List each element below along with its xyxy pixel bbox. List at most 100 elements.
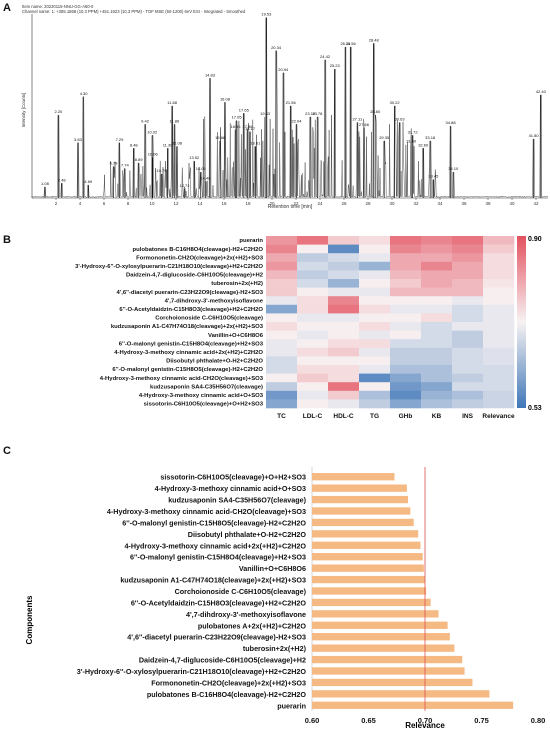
heatmap-cell xyxy=(421,270,453,280)
heatmap-cell xyxy=(328,373,360,383)
chromatogram-x-tick-label: 24 xyxy=(317,201,323,206)
heatmap-scale-min: 0.53 xyxy=(528,405,542,412)
chromatogram-x-tick-label: 20 xyxy=(269,201,275,206)
bar-category-label: 4-Hydroxy-3-methoxy cinnamic acid-CH2O(c… xyxy=(107,507,306,516)
relevance-bar xyxy=(312,553,423,561)
chromatogram-peak-label: 26.56 xyxy=(346,41,357,46)
heatmap-row-label: 4',6''-diacetyl puerarin-C23H22O9(cleava… xyxy=(117,290,264,296)
chromatogram-peak-label: 3.83 xyxy=(74,137,83,142)
bar-category-label: Daidzein-4,7-diglucoside-C6H10O5(cleavag… xyxy=(139,656,306,665)
heatmap-cell xyxy=(390,365,422,374)
chromatogram-peak-label: 16.96 xyxy=(231,124,242,129)
heatmap-row-label: sissotorin-C6H10O5(cleavage)+O+H2+SO3 xyxy=(144,402,264,408)
chromatogram-peak-label: 18.17 xyxy=(245,126,256,131)
heatmap-cell xyxy=(359,261,391,271)
heatmap-cell xyxy=(328,261,360,271)
chromatogram-peak-label: 14.83 xyxy=(205,72,216,77)
chromatogram-x-tick-label: 22 xyxy=(293,201,299,206)
bar-category-label: kudzusaponin SA4-C35H56O7(cleavage) xyxy=(168,496,306,505)
heatmap-cell xyxy=(266,287,298,297)
heatmap-cell xyxy=(297,253,329,263)
chromatogram-peak-label: 32.60 xyxy=(418,142,429,147)
heatmap-cell xyxy=(483,390,515,400)
heatmap-cell xyxy=(390,244,422,254)
heatmap-cell xyxy=(483,373,515,383)
heatmap-cell xyxy=(359,330,391,340)
bar-x-tick-label: 0.70 xyxy=(418,716,433,725)
heatmap-cell xyxy=(421,382,453,392)
chromatogram-peak-label: 34.88 xyxy=(446,120,457,125)
heatmap-cell xyxy=(328,304,360,314)
heatmap-cell xyxy=(483,382,515,392)
chromatogram-peak-label: 19.43 xyxy=(260,111,271,116)
bar-category-label: pulobatones A+2x(+H2)+C2H2O xyxy=(198,621,307,630)
heatmap-cell xyxy=(452,339,484,349)
heatmap-cell xyxy=(390,304,422,314)
heatmap-column-label: KB xyxy=(432,413,442,420)
heatmap-cell xyxy=(266,347,298,357)
heatmap-cell xyxy=(452,270,484,280)
bar-category-label: 4-Hydroxy-3-methoxy cinnamic acid+O+SO3 xyxy=(155,484,306,493)
heatmap-cell xyxy=(359,253,391,263)
heatmap-row-label: 4-Hydroxy-3-methoxy cinnamic acid+2x(+H2… xyxy=(114,350,263,356)
chromatogram-peak-label: 18.61 xyxy=(250,140,261,145)
heatmap-cell xyxy=(266,236,298,245)
chromatogram-peak-label: 11.30 xyxy=(163,142,173,147)
heatmap-cell xyxy=(421,373,453,383)
bar-x-tick-label: 0.75 xyxy=(474,716,489,725)
heatmap-cell xyxy=(266,244,298,254)
chromatogram-peak-label: 14.46 xyxy=(201,175,212,180)
bar-x-tick-label: 0.60 xyxy=(305,716,320,725)
heatmap-cell xyxy=(328,330,360,340)
chromatogram-header-line1: Item name: 20220115-NNU-GG-A50-0 xyxy=(22,4,94,9)
heatmap-cell xyxy=(421,304,453,314)
chromatogram-peak-label: 10.02 xyxy=(147,129,158,134)
chromatogram-peak-label: 10.06 xyxy=(148,152,159,157)
heatmap-cell xyxy=(266,253,298,263)
heatmap-cell xyxy=(266,390,298,400)
relevance-bar xyxy=(312,541,421,549)
chromatogram-x-tick-label: 38 xyxy=(485,201,491,206)
relevance-bar xyxy=(312,564,424,572)
heatmap-row-label: 6''-O-malonyl genistin-C15H8O5(cleavage)… xyxy=(112,367,263,373)
heatmap-cell xyxy=(297,296,329,306)
heatmap-cell xyxy=(390,390,422,400)
heatmap-row-label: Daidzein-4,7-diglucoside-C6H10O5(cleavag… xyxy=(126,273,264,279)
chromatogram-trace xyxy=(31,17,549,198)
heatmap-cell xyxy=(452,322,484,331)
heatmap-row-label: kudzusaponin A1-C47H74O18(cleavage)+2x(+… xyxy=(111,324,264,330)
chromatogram-peak-label: 22.04 xyxy=(291,118,302,123)
heatmap-cell xyxy=(390,236,422,245)
chromatogram-peak-label: 23.18 xyxy=(305,111,316,116)
heatmap-cell xyxy=(452,287,484,297)
heatmap-cell xyxy=(452,236,484,245)
heatmap-cell xyxy=(483,236,515,245)
chromatogram-peak-label: 8.89 xyxy=(135,157,144,162)
heatmap-cell xyxy=(483,330,515,340)
heatmap-column-label: INS xyxy=(462,413,474,420)
heatmap-cell xyxy=(452,304,484,314)
heatmap-cell xyxy=(297,356,329,366)
heatmap-cell xyxy=(266,270,298,280)
bar-category-label: sissotorin-C6H10O5(cleavage)+O+H2+SO3 xyxy=(160,473,306,482)
chromatogram-x-tick-label: 34 xyxy=(437,201,443,206)
heatmap-cell xyxy=(452,253,484,263)
heatmap-cell xyxy=(359,279,391,288)
heatmap-cell xyxy=(359,236,391,245)
heatmap-cell xyxy=(328,339,360,349)
bar-category-label: Formononetin-CH2O(cleavage)+2x(+H2)+SO3 xyxy=(151,678,306,687)
heatmap-cell xyxy=(421,356,453,366)
heatmap-cell xyxy=(452,261,484,271)
heatmap-cell xyxy=(483,244,515,254)
heatmap-cell xyxy=(421,399,453,409)
heatmap-cell xyxy=(297,270,329,280)
chromatogram-header-line2: Channel name: 1: +385.1868 (10.3 PPM) +4… xyxy=(22,9,246,14)
heatmap-cell xyxy=(390,347,422,357)
heatmap-cell xyxy=(328,399,360,409)
heatmap-cell xyxy=(297,244,329,254)
heatmap-cell xyxy=(359,339,391,349)
chromatogram-peak-label: 16.08 xyxy=(220,96,231,101)
chromatogram-peak-label: 30.63 xyxy=(395,117,406,122)
heatmap-cell xyxy=(390,399,422,409)
heatmap-cell xyxy=(266,304,298,314)
